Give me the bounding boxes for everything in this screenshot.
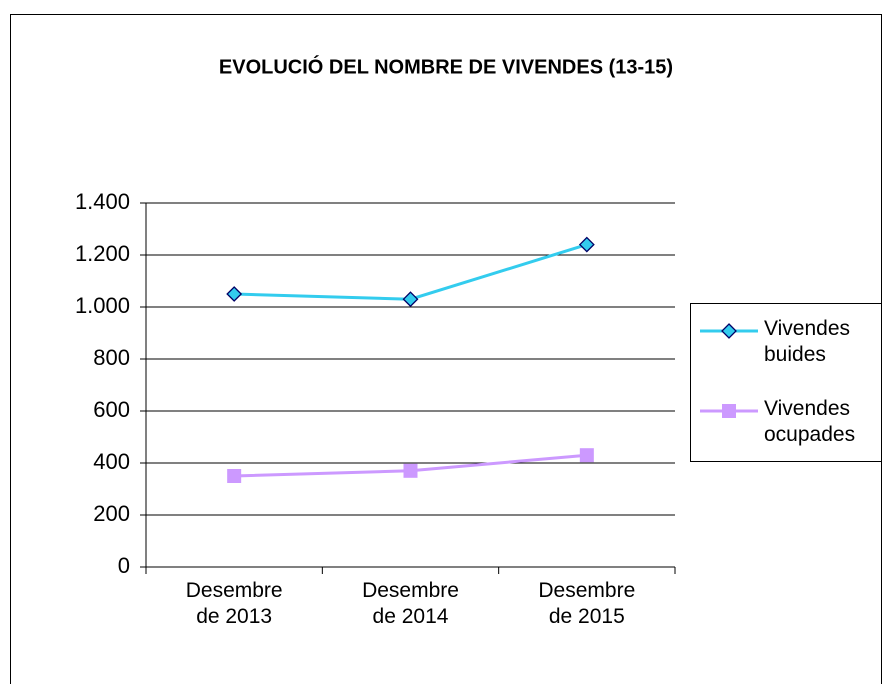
point bbox=[403, 463, 418, 478]
point bbox=[578, 236, 595, 253]
x-tick-label: Desembre de 2013 bbox=[185, 579, 283, 628]
y-tick-label: 400 bbox=[93, 449, 130, 474]
legend-label: Vivendes ocupades bbox=[764, 397, 856, 446]
point bbox=[579, 448, 594, 463]
point bbox=[226, 286, 243, 302]
x-tick-label: Desembre de 2015 bbox=[538, 579, 636, 628]
y-tick-label: 1.400 bbox=[75, 189, 130, 214]
x-tick-label: Desembre de 2014 bbox=[362, 579, 459, 628]
point bbox=[402, 291, 419, 308]
y-tick-label: 1.000 bbox=[75, 293, 130, 318]
point bbox=[227, 469, 242, 483]
y-tick-label: 600 bbox=[93, 397, 130, 422]
y-tick-label: 0 bbox=[118, 553, 130, 578]
y-tick-label: 1.200 bbox=[75, 241, 130, 266]
legend-marker bbox=[721, 323, 737, 339]
y-tick-label: 800 bbox=[93, 345, 130, 370]
legend-label: Vivendes buides bbox=[764, 317, 851, 366]
legend-marker bbox=[722, 404, 736, 418]
chart-title: EVOLUCIÓ DEL NOMBRE DE VIVENDES (13-15) bbox=[219, 54, 673, 78]
y-tick-label: 200 bbox=[93, 501, 130, 526]
